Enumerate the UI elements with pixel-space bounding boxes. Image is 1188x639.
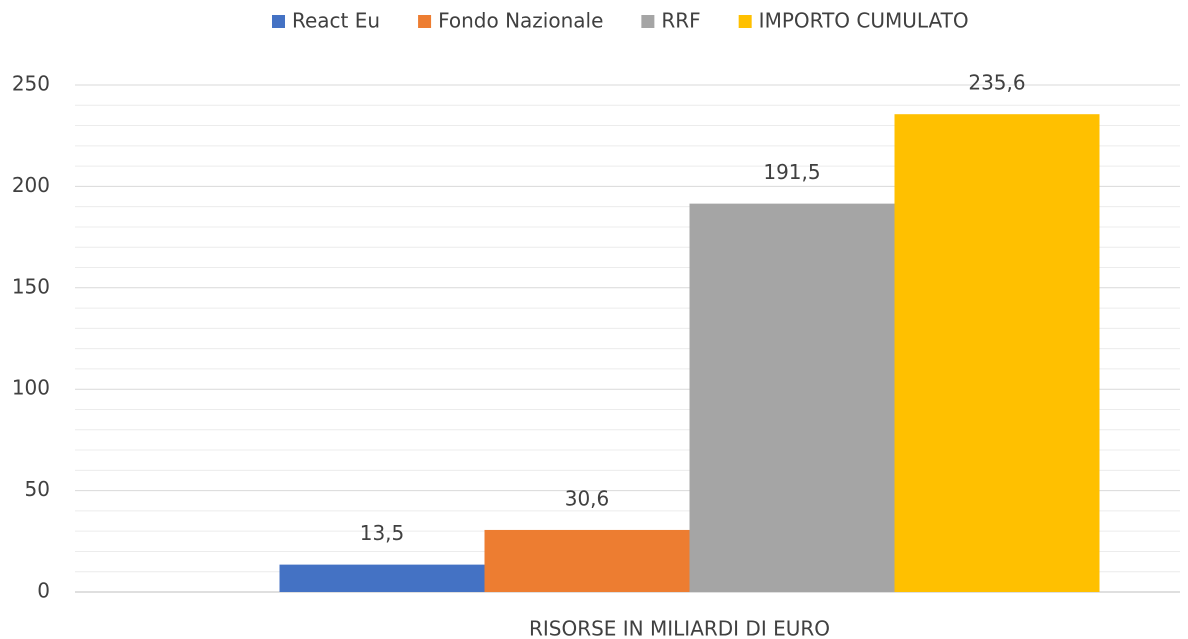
value-label: 13,5 <box>360 521 405 545</box>
bar <box>689 203 895 592</box>
y-tick-label: 0 <box>37 579 50 603</box>
y-tick-label: 200 <box>12 173 50 197</box>
legend-swatch <box>418 15 432 28</box>
legend-label: RRF <box>661 9 700 33</box>
y-tick-label: 50 <box>25 477 50 501</box>
legend-swatch <box>641 15 655 28</box>
y-tick-label: 150 <box>12 274 50 298</box>
legend-label: Fondo Nazionale <box>438 9 603 33</box>
legend-label: React Eu <box>292 9 380 33</box>
y-tick-label: 100 <box>12 376 50 400</box>
x-tick-label: RISORSE IN MILIARDI DI EURO <box>529 617 830 639</box>
value-label: 191,5 <box>763 160 820 184</box>
legend-swatch <box>272 15 285 28</box>
value-label: 30,6 <box>565 486 610 510</box>
bar <box>484 529 690 592</box>
legend-label: IMPORTO CUMULATO <box>759 9 969 33</box>
value-label: 235,6 <box>968 71 1025 95</box>
legend-swatch <box>738 15 752 28</box>
y-tick-label: 250 <box>12 72 50 96</box>
bar <box>894 114 1100 593</box>
bar <box>279 564 485 592</box>
